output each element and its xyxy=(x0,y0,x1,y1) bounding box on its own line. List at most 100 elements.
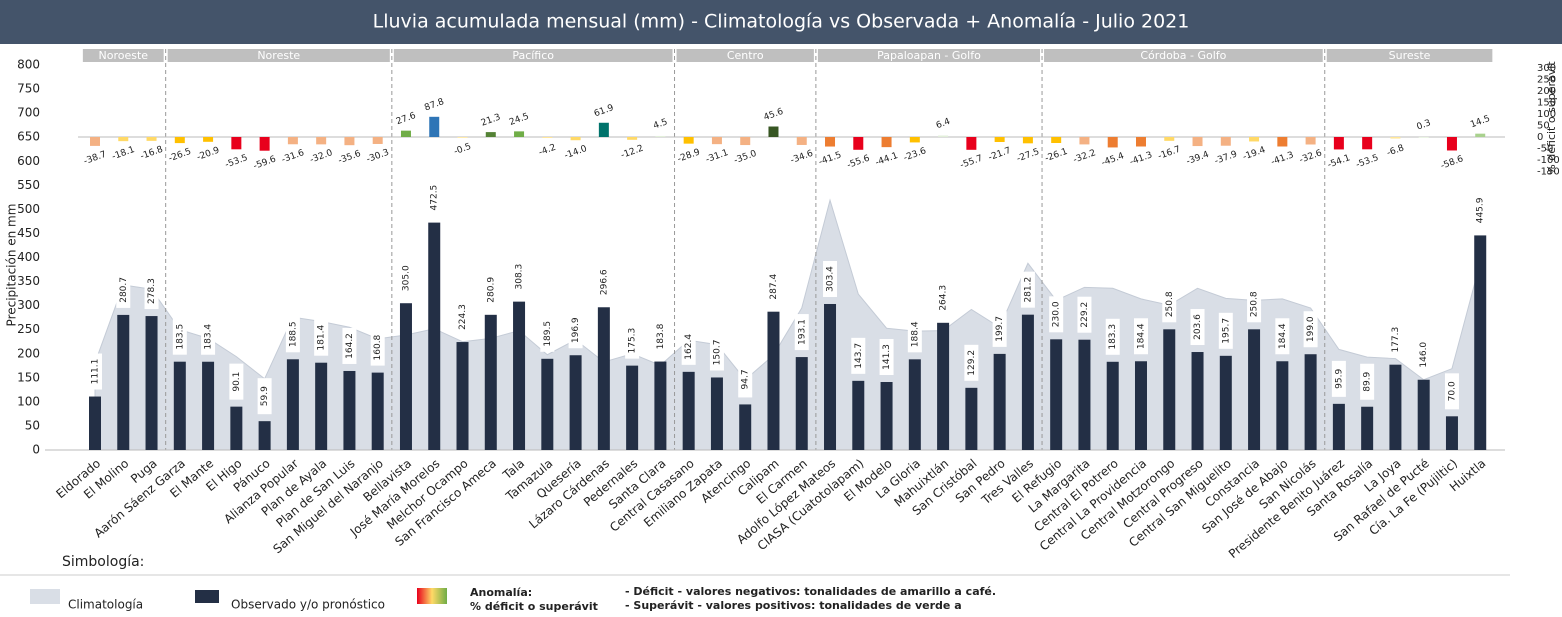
value-label: 59.9 xyxy=(260,386,270,406)
value-label: 281.2 xyxy=(1023,277,1033,303)
anomaly-bar xyxy=(655,135,666,137)
value-label-box xyxy=(1331,360,1346,397)
observed-bar xyxy=(173,361,186,450)
y2-tick-label: 250 xyxy=(1537,75,1556,86)
observed-bar xyxy=(654,361,667,450)
region-header xyxy=(1326,49,1493,62)
value-label-box xyxy=(285,316,300,353)
y2-tick-label: -150 xyxy=(1537,167,1560,178)
value-label: 184.4 xyxy=(1278,323,1288,349)
value-label: 143.7 xyxy=(854,343,864,369)
y-axis-label: Precipitación en mm xyxy=(5,204,19,327)
y-tick-label: 700 xyxy=(17,106,40,120)
value-label: 229.2 xyxy=(1080,302,1090,328)
legend-title: Simbología: xyxy=(62,554,144,570)
legend-swatch xyxy=(30,589,60,604)
anomaly-bar xyxy=(853,137,864,150)
value-label: 230.0 xyxy=(1052,301,1062,327)
observed-bar xyxy=(597,307,610,450)
value-label-box xyxy=(257,378,272,415)
observed-bar xyxy=(1219,355,1232,450)
value-label: 472.5 xyxy=(430,185,440,211)
region-header xyxy=(393,49,673,62)
value-label: 95.9 xyxy=(1334,369,1344,389)
anomaly-bar xyxy=(174,137,185,144)
region-label: Papaloapan - Golfo xyxy=(877,49,981,62)
value-label: 196.9 xyxy=(571,317,581,343)
anomaly-bar xyxy=(627,137,638,140)
value-label: 183.8 xyxy=(656,323,666,349)
value-label-box xyxy=(1275,318,1290,355)
anomaly-bar xyxy=(203,137,214,142)
value-label: 160.8 xyxy=(373,334,383,360)
value-label: 303.4 xyxy=(826,266,836,292)
value-label: 183.4 xyxy=(204,324,214,350)
anomaly-bar xyxy=(1446,137,1457,151)
y2-tick-label: 0 xyxy=(1537,132,1543,143)
value-label-box xyxy=(1190,309,1205,346)
value-label-box xyxy=(540,315,555,352)
region-label: Sureste xyxy=(1389,49,1431,62)
anomaly-bar xyxy=(1079,137,1090,145)
value-label: 445.9 xyxy=(1476,197,1486,223)
y2-tick-label: 50 xyxy=(1537,121,1550,132)
y-tick-label: 750 xyxy=(17,82,40,96)
value-label-box xyxy=(116,271,131,308)
value-label-box xyxy=(1218,312,1233,349)
value-label: 264.3 xyxy=(939,285,949,311)
y-tick-label: 350 xyxy=(17,274,40,288)
observed-bar xyxy=(1304,354,1317,450)
value-label: 188.5 xyxy=(288,321,298,347)
y2-axis-label: % déficit o superávit xyxy=(1545,61,1558,175)
value-label: 94.7 xyxy=(741,369,751,389)
value-label-box xyxy=(1162,286,1177,323)
region-header xyxy=(82,49,164,62)
observed-bar xyxy=(1021,314,1034,450)
y2-tick-label: 200 xyxy=(1537,86,1556,97)
value-label-box xyxy=(144,273,159,310)
anomaly-bar xyxy=(994,137,1005,142)
value-label: 287.4 xyxy=(769,274,779,300)
value-label-box xyxy=(1049,296,1064,333)
y-tick-label: 650 xyxy=(17,130,40,144)
value-label: 141.3 xyxy=(882,344,892,370)
value-label: 195.7 xyxy=(1221,318,1231,344)
y-tick-label: 800 xyxy=(17,58,40,72)
y-tick-label: 300 xyxy=(17,298,40,312)
observed-bar xyxy=(710,377,723,450)
y-tick-label: 450 xyxy=(17,226,40,240)
anomaly-bar xyxy=(1475,133,1486,137)
value-label: 150.7 xyxy=(712,340,722,366)
observed-bar xyxy=(230,406,243,450)
value-label-box xyxy=(1133,318,1148,355)
y2-tick-label: 100 xyxy=(1537,109,1556,120)
y-tick-label: 0 xyxy=(32,443,40,457)
observed-bar xyxy=(1445,416,1458,450)
value-label-box xyxy=(512,258,527,295)
observed-bar xyxy=(484,314,497,450)
observed-bar xyxy=(1248,329,1261,450)
value-label: 183.5 xyxy=(175,324,185,350)
value-label-box xyxy=(625,322,640,359)
observed-bar xyxy=(117,314,130,450)
observed-bar xyxy=(315,362,328,450)
observed-bar xyxy=(739,404,752,450)
value-label: 308.3 xyxy=(515,264,525,290)
value-label-box xyxy=(427,179,442,216)
value-label-box xyxy=(1247,286,1262,323)
legend-label: Anomalía: xyxy=(470,586,532,599)
observed-bar xyxy=(626,365,639,450)
y-tick-label: 500 xyxy=(17,202,40,216)
value-label-box xyxy=(88,353,102,390)
observed-bar xyxy=(145,316,158,450)
observed-bar xyxy=(428,222,441,450)
value-label-box xyxy=(1105,318,1120,355)
value-label-box xyxy=(342,327,357,364)
legend-swatch xyxy=(195,590,219,603)
anomaly-bar xyxy=(570,137,581,141)
anomaly-bar xyxy=(796,137,807,145)
value-label: 70.0 xyxy=(1447,381,1457,401)
value-label-box xyxy=(398,260,413,297)
value-label: 177.3 xyxy=(1391,327,1401,353)
